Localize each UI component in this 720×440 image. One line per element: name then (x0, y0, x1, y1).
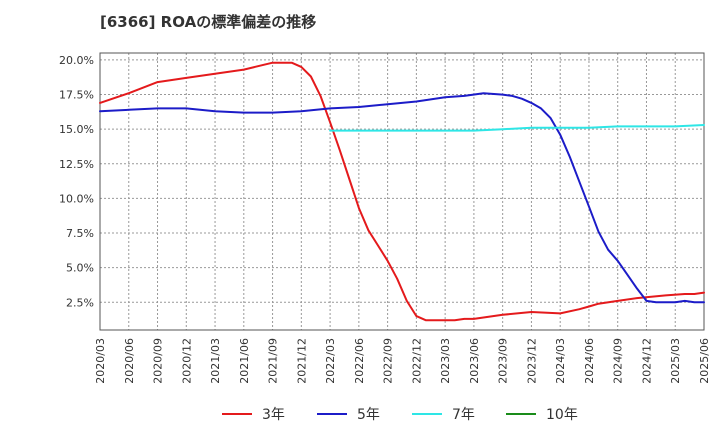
x-tick-label: 2021/09 (267, 338, 280, 384)
series-line-3 (329, 124, 705, 132)
x-tick-label: 2022/09 (382, 338, 395, 384)
y-tick-label: 12.5% (59, 158, 94, 171)
x-tick-label: 2024/12 (640, 338, 653, 384)
x-tick-label: 2024/09 (612, 338, 625, 384)
legend: 3年 5年 7年 10年 (222, 407, 578, 423)
y-tick-label: 17.5% (59, 89, 94, 102)
x-tick-label: 2025/06 (698, 338, 711, 384)
series-line-2 (99, 92, 705, 304)
series-line-1 (99, 61, 705, 322)
x-tick-label: 2024/03 (554, 338, 567, 384)
legend-label-4: 10年 (546, 407, 578, 423)
series-layer (99, 61, 705, 322)
y-tick-label: 10.0% (59, 192, 94, 205)
x-tick-label: 2021/12 (295, 338, 308, 384)
grid-layer (100, 53, 704, 330)
x-tick-label: 2020/12 (180, 338, 193, 384)
plot-frame (99, 52, 705, 331)
legend-label-1: 3年 (262, 407, 285, 423)
chart-title: [6366] ROAの標準偏差の推移 (100, 13, 316, 31)
y-tick-label: 2.5% (66, 296, 94, 309)
x-tick-label: 2023/09 (497, 338, 510, 384)
x-tick-label: 2022/12 (410, 338, 423, 384)
x-tick-label: 2020/03 (94, 338, 107, 384)
legend-label-2: 5年 (357, 407, 380, 423)
x-tick-label: 2022/03 (324, 338, 337, 384)
x-tick-label: 2023/06 (468, 338, 481, 384)
x-axis: 2020/03 2020/06 2020/09 2020/12 2021/03 2021/… (94, 338, 711, 384)
x-tick-label: 2020/06 (123, 338, 136, 384)
x-tick-label: 2024/06 (583, 338, 596, 384)
y-tick-label: 5.0% (66, 262, 94, 275)
y-tick-label: 15.0% (59, 123, 94, 136)
y-tick-label: 7.5% (66, 227, 94, 240)
x-tick-label: 2023/03 (439, 338, 452, 384)
y-tick-label: 20.0% (59, 54, 94, 67)
x-tick-label: 2021/06 (238, 338, 251, 384)
x-tick-label: 2021/03 (209, 338, 222, 384)
x-tick-label: 2022/06 (353, 338, 366, 384)
y-axis: 2.5% 5.0% 7.5% 10.0% 12.5% 15.0% 17.5% 20.0% (59, 54, 94, 309)
x-tick-label: 2025/03 (669, 338, 682, 384)
legend-label-3: 7年 (452, 407, 475, 423)
x-tick-label: 2020/09 (152, 338, 165, 384)
x-tick-label: 2023/12 (525, 338, 538, 384)
